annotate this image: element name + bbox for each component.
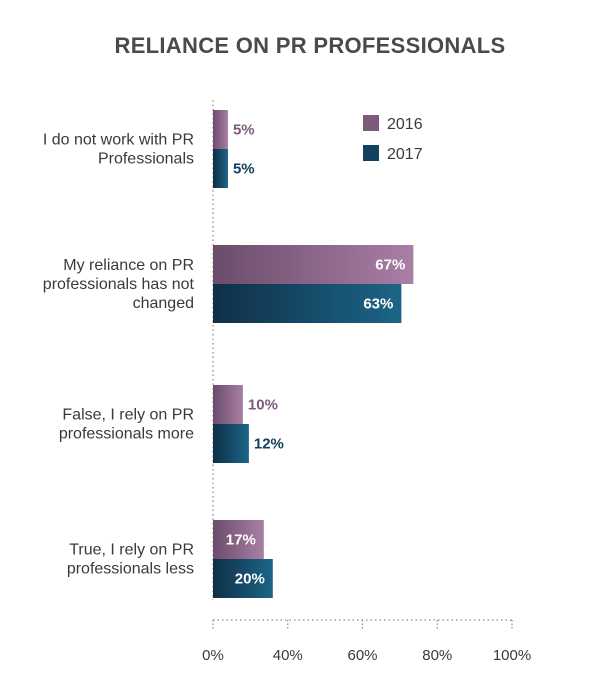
x-tick-label: 80% [422, 647, 452, 664]
legend-swatch-2017 [363, 145, 379, 161]
chart-title: RELIANCE ON PR PROFESSIONALS [115, 33, 506, 58]
data-label: 10% [248, 397, 278, 414]
category-label: True, I rely on PR professionals less [67, 542, 194, 578]
x-tick-label: 40% [273, 647, 303, 664]
legend: 2016 2017 [363, 115, 423, 163]
category-label: I do not work with PR Professionals [43, 132, 194, 168]
bar-2016 [213, 245, 414, 284]
bars [213, 110, 414, 598]
x-tick-label: 0% [202, 647, 224, 664]
bar-2017 [213, 149, 228, 188]
legend-label: 2017 [387, 146, 423, 163]
legend-swatch-2016 [363, 115, 379, 131]
data-label: 17% [226, 532, 256, 549]
bar-2016 [213, 385, 243, 424]
bar-2016 [213, 520, 264, 559]
bar-2016 [213, 110, 228, 149]
x-axis: 0% 40% 60% 80% 100% [202, 100, 531, 664]
bar-2017 [213, 284, 402, 323]
x-tick-label: 100% [493, 647, 531, 664]
category-label: My reliance on PR professionals has not ch… [43, 257, 195, 312]
data-label: 5% [233, 161, 255, 178]
data-label: 12% [254, 436, 284, 453]
data-label: 20% [235, 571, 265, 588]
legend-label: 2016 [387, 116, 423, 133]
data-label: 5% [233, 122, 255, 139]
category-label: False, I rely on PR professionals more [59, 407, 194, 443]
bar-2017 [213, 559, 273, 598]
bar-2017 [213, 424, 249, 463]
x-tick-label: 60% [347, 647, 377, 664]
data-labels: 5% 67% 10% 17% 5% 63% 12% 20% [226, 122, 406, 588]
category-labels: I do not work with PR Professionals My rel… [43, 132, 195, 578]
data-label: 67% [375, 257, 405, 274]
data-label: 63% [363, 296, 393, 313]
